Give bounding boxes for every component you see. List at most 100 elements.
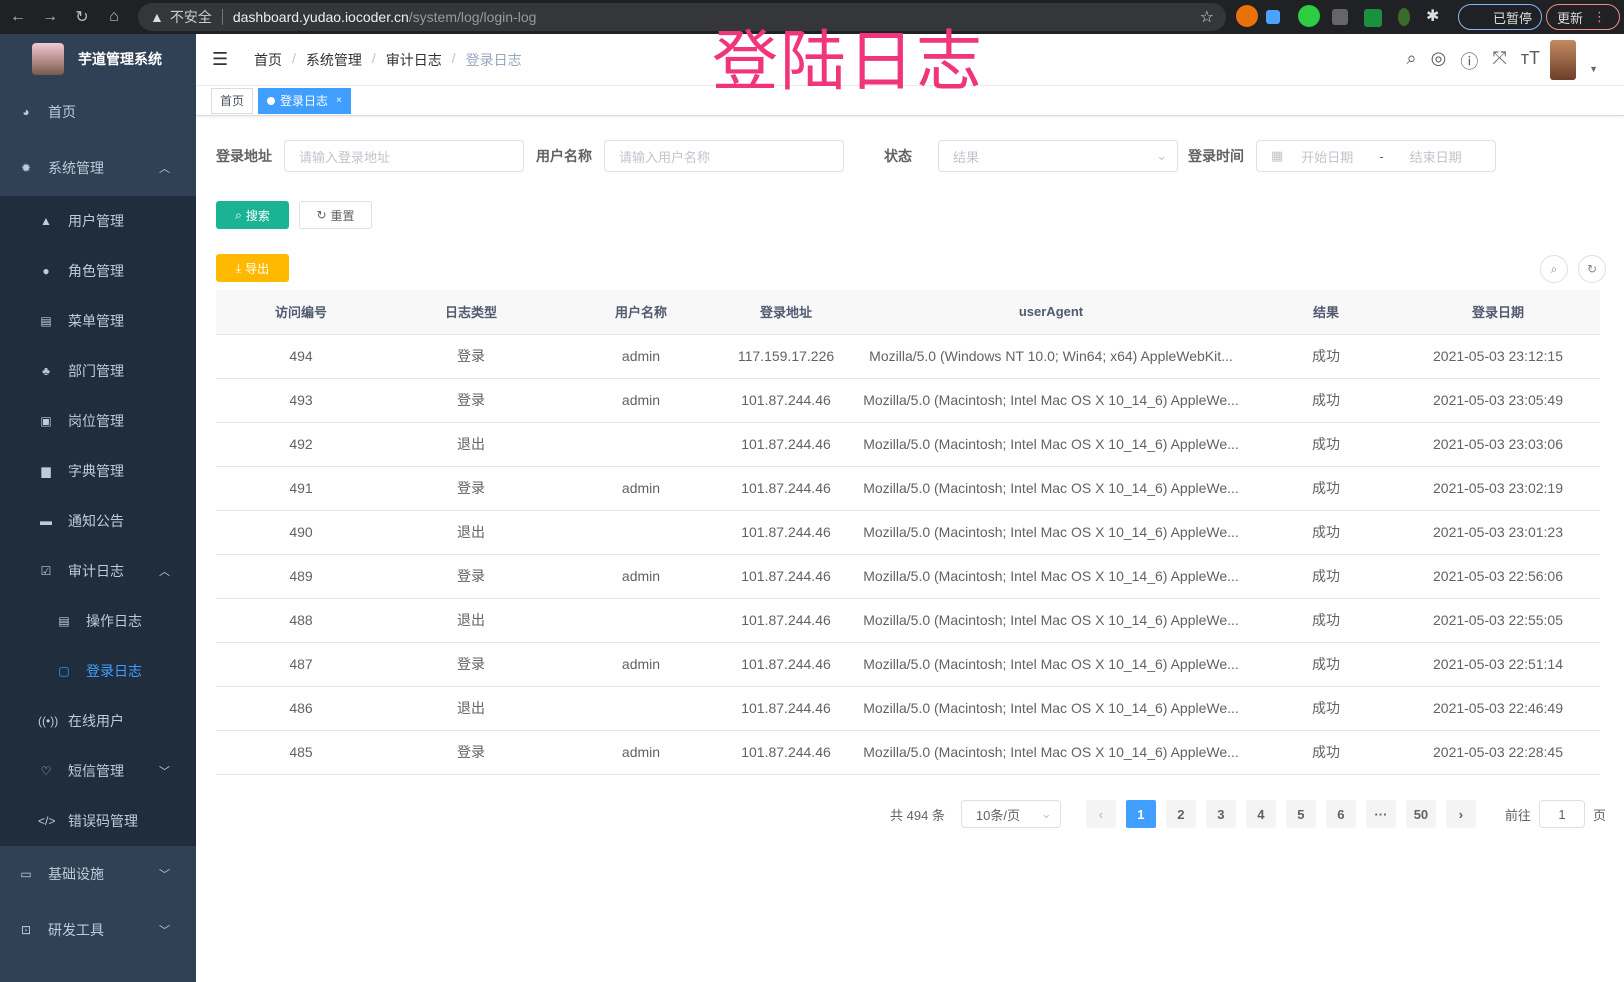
table-row[interactable]: 491 登录 admin 101.87.244.46 Mozilla/5.0 (Maci… <box>216 466 1600 511</box>
table-row[interactable]: 489 登录 admin 101.87.244.46 Mozilla/5.0 (Maci… <box>216 554 1600 599</box>
table-cell: Mozilla/5.0 (Macintosh; Intel Mac OS X 1… <box>846 466 1256 511</box>
extension-icon[interactable] <box>1364 9 1382 27</box>
search-button[interactable]: ⌕ 搜索 <box>216 201 289 229</box>
github-icon[interactable]: ◎ <box>1430 48 1447 68</box>
sidebar-item-system[interactable]: ✹ 系统管理 ︿ <box>0 140 196 196</box>
chevron-down-icon: ﹀ <box>159 869 170 881</box>
table-cell: 退出 <box>386 598 556 643</box>
sidebar-item-error-code[interactable]: </> 错误码管理 <box>38 813 138 829</box>
address-bar[interactable]: ▲ 不安全 dashboard.yudao.iocoder.cn/system/… <box>138 3 1226 31</box>
search-form: 登录地址 请输入登录地址 用户名称 请输入用户名称 状态 结果 ⌄ 登录时间 ▦ 开… <box>216 140 1496 172</box>
help-icon[interactable]: ⓘ <box>1460 52 1479 72</box>
page-button[interactable]: 3 <box>1205 800 1236 828</box>
pagination: 共 494 条 10条/页 ⌄ ‹ 1 2 3 4 5 6 ··· 50 › 前往 1 页 <box>890 800 1606 828</box>
page-button[interactable]: 1 <box>1125 800 1156 828</box>
page-button[interactable]: 50 <box>1405 800 1436 828</box>
hamburger-icon[interactable]: ☰ <box>212 49 229 69</box>
table-row[interactable]: 490 退出 101.87.244.46 Mozilla/5.0 (Macintosh… <box>216 510 1600 555</box>
sidebar-item-tool[interactable]: ⊡ 研发工具 ﹀ <box>0 902 196 958</box>
reset-button[interactable]: ↻ 重置 <box>299 201 372 229</box>
column-header: 登录地址 <box>726 290 846 335</box>
breadcrumb-item[interactable]: 首页 <box>254 51 282 68</box>
page-size-select[interactable]: 10条/页 ⌄ <box>960 800 1061 828</box>
caret-down-icon[interactable]: ▼ <box>1589 64 1598 74</box>
table-row[interactable]: 485 登录 admin 101.87.244.46 Mozilla/5.0 (Maci… <box>216 730 1600 775</box>
breadcrumb-item[interactable]: 审计日志 <box>385 51 442 68</box>
search-icon[interactable]: ⌕ <box>1406 48 1417 68</box>
sidebar-item-infra[interactable]: ▭ 基础设施 ﹀ <box>0 846 196 902</box>
table-cell: 2021-05-03 22:56:06 <box>1396 554 1600 599</box>
font-size-icon[interactable]: ᴛT <box>1520 48 1540 68</box>
table-cell: 101.87.244.46 <box>726 422 846 467</box>
avatar[interactable] <box>1550 40 1576 80</box>
page-button[interactable]: 4 <box>1245 800 1276 828</box>
refresh-icon[interactable]: ↻ <box>1578 255 1606 283</box>
page-button[interactable]: 5 <box>1285 800 1316 828</box>
post-icon: ▣ <box>40 414 52 428</box>
table-cell: Mozilla/5.0 (Macintosh; Intel Mac OS X 1… <box>846 730 1256 775</box>
table-cell: 登录 <box>386 642 556 687</box>
tag-login-log[interactable]: 登录日志 × <box>258 87 351 114</box>
tag-home[interactable]: 首页 <box>211 87 254 114</box>
sidebar-item-menu[interactable]: ▤ 菜单管理 <box>0 296 196 346</box>
table-row[interactable]: 488 退出 101.87.244.46 Mozilla/5.0 (Macintosh… <box>216 598 1600 643</box>
extension-icon[interactable] <box>1398 8 1410 26</box>
table-row[interactable]: 492 退出 101.87.244.46 Mozilla/5.0 (Macintosh… <box>216 422 1600 467</box>
page-button[interactable]: 2 <box>1165 800 1196 828</box>
table-row[interactable]: 486 退出 101.87.244.46 Mozilla/5.0 (Macintosh… <box>216 686 1600 731</box>
login-log-table: 访问编号 日志类型 用户名称 登录地址 userAgent 结果 登录日期 494 登录 adm… <box>216 290 1600 775</box>
sidebar-item-online[interactable]: ((•)) 在线用户 <box>38 713 124 729</box>
username-input[interactable]: 请输入用户名称 <box>604 140 844 172</box>
home-icon[interactable]: ⌂ <box>109 8 119 25</box>
status-select[interactable]: 结果 ⌄ <box>938 140 1178 172</box>
tree-icon: ♣ <box>42 364 50 378</box>
forward-icon[interactable]: → <box>42 8 58 25</box>
sidebar-item-home[interactable]: ◕ 首页 <box>0 84 196 140</box>
url-host: dashboard.yudao.iocoder.cn <box>232 9 409 25</box>
reload-icon[interactable]: ↻ <box>75 9 89 26</box>
monitor-icon: ▭ <box>20 867 32 881</box>
back-icon[interactable]: ← <box>10 8 26 25</box>
sidebar-item-dict[interactable]: ▆ 字典管理 <box>0 446 196 496</box>
sidebar-item-login-log[interactable]: ▢ 登录日志 <box>0 646 196 696</box>
extension-icon[interactable] <box>1236 5 1258 27</box>
export-button[interactable]: ⤓ 导出 <box>216 254 289 282</box>
sidebar-item-post[interactable]: ▣ 岗位管理 <box>0 396 196 446</box>
logo[interactable]: 芋道管理系统 <box>0 34 196 84</box>
sidebar-item-user[interactable]: ▲ 用户管理 <box>0 196 196 246</box>
bookmark-star-icon[interactable]: ☆ <box>1199 9 1214 26</box>
date-range-picker[interactable]: ▦ 开始日期 - 结束日期 <box>1256 140 1496 172</box>
table-cell: 101.87.244.46 <box>726 642 846 687</box>
status-label: 状态 <box>884 148 912 164</box>
page-button[interactable]: ··· <box>1365 800 1396 828</box>
extension-icon[interactable] <box>1298 5 1320 27</box>
table-row[interactable]: 493 登录 admin 101.87.244.46 Mozilla/5.0 (Maci… <box>216 378 1600 423</box>
goto-page-input[interactable]: 1 <box>1538 800 1585 828</box>
table-row[interactable]: 494 登录 admin 117.159.17.226 Mozilla/5.0 (Win… <box>216 334 1600 379</box>
sidebar-item-role[interactable]: ● 角色管理 <box>0 246 196 296</box>
sidebar-item-operate-log[interactable]: ▤ 操作日志 <box>0 596 196 646</box>
page-button[interactable]: 6 <box>1325 800 1356 828</box>
toggle-search-icon[interactable]: ⌕ <box>1540 255 1568 283</box>
next-page-button[interactable]: › <box>1445 800 1476 828</box>
sidebar-item-notice[interactable]: ▬ 通知公告 <box>40 513 124 529</box>
extension-icon[interactable] <box>1332 9 1348 25</box>
table-cell: Mozilla/5.0 (Macintosh; Intel Mac OS X 1… <box>846 554 1256 599</box>
profile-button[interactable]: 已暂停 <box>1458 4 1542 30</box>
table-cell: admin <box>556 554 726 599</box>
role-icon: ● <box>42 264 50 278</box>
table-cell: Mozilla/5.0 (Macintosh; Intel Mac OS X 1… <box>846 686 1256 731</box>
update-button[interactable]: 更新 ⋮ <box>1546 4 1620 30</box>
puzzle-icon[interactable]: ✱ <box>1426 8 1440 25</box>
sidebar-item-sms[interactable]: ♡ 短信管理 ﹀ <box>0 746 196 796</box>
extension-icon[interactable] <box>1266 10 1280 24</box>
prev-page-button[interactable]: ‹ <box>1085 800 1116 828</box>
sidebar-item-dept[interactable]: ♣ 部门管理 <box>0 346 196 396</box>
table-row[interactable]: 487 登录 admin 101.87.244.46 Mozilla/5.0 (Maci… <box>216 642 1600 687</box>
code-icon: </> <box>38 814 56 828</box>
fullscreen-icon[interactable]: ⤧ <box>1492 48 1507 68</box>
sidebar-item-audit[interactable]: ☑ 审计日志 ︿ <box>0 546 196 596</box>
address-input[interactable]: 请输入登录地址 <box>284 140 524 172</box>
close-icon[interactable]: × <box>336 95 342 106</box>
breadcrumb-item[interactable]: 系统管理 <box>305 51 362 68</box>
